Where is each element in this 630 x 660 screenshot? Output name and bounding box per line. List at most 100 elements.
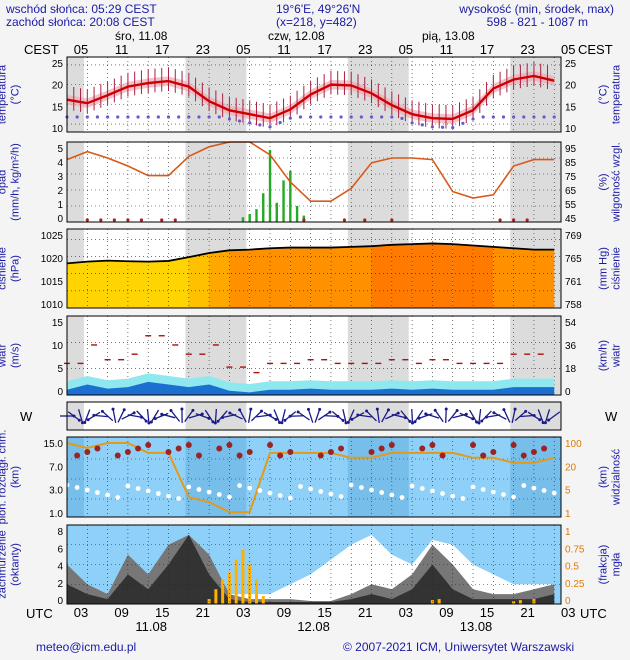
wind-direction-arrowhead — [100, 409, 104, 413]
wind-direction-arrow — [263, 411, 277, 421]
grid — [66, 437, 561, 517]
wind-direction-arrow — [155, 412, 169, 420]
cloud-base-marker — [338, 494, 344, 499]
dew-point-point — [481, 115, 485, 119]
cloud-top-marker — [530, 449, 537, 455]
panel-background — [67, 402, 561, 430]
dew-point-point — [501, 115, 506, 119]
humidity-line — [66, 141, 555, 202]
wind-direction-arrowhead — [274, 418, 278, 421]
top-hour-label: 11 — [115, 42, 129, 57]
wind-direction-arrowhead — [341, 418, 345, 422]
top-hour-label: 23 — [358, 42, 372, 57]
dew-point-point — [298, 115, 303, 119]
wind-direction-arrowhead — [153, 417, 157, 421]
cloud-top-marker — [74, 452, 81, 459]
wind-direction-arrow — [411, 408, 414, 424]
cloud-base-marker — [237, 483, 242, 488]
tick-label: 7.0 — [49, 462, 63, 473]
fog-bar — [254, 579, 258, 604]
precipitation-marker — [498, 218, 502, 222]
dew-point-point — [237, 119, 242, 123]
wind-direction-arrowhead — [160, 412, 164, 416]
tick-label: 3 — [57, 172, 63, 183]
wind-speed-area — [67, 381, 555, 395]
cloud-base-marker — [399, 495, 405, 500]
left-axis-title: wiatr — [0, 344, 9, 369]
tick-label: 54 — [565, 318, 577, 329]
top-hour-label: 17 — [480, 42, 494, 57]
tick-label: 15 — [52, 318, 64, 329]
right-axis-title: (frakcja) — [598, 545, 610, 585]
wind-direction-arrowhead — [543, 421, 547, 425]
wind-direction-arrowhead — [541, 421, 545, 425]
dew-point-point — [258, 123, 262, 127]
wind-direction-arrow — [150, 409, 160, 423]
cloud-top-marker — [135, 445, 142, 452]
night-band — [510, 142, 561, 222]
wind-direction-arrowhead — [455, 409, 459, 413]
cloud-top-marker — [145, 442, 152, 448]
wind-direction-arrow — [520, 414, 535, 418]
right-axis-title: (km/h) — [598, 340, 610, 371]
wind-direction-arrow — [381, 409, 390, 423]
cloud-base-marker — [196, 487, 202, 492]
night-band — [185, 142, 247, 222]
wind-direction-arrow — [239, 409, 247, 423]
wind-direction-arrow — [184, 409, 194, 423]
precipitation-marker — [342, 218, 347, 222]
tick-label: 15 — [52, 102, 64, 113]
dew-point-point — [461, 121, 465, 125]
wind-direction-arrowhead — [278, 420, 282, 424]
dew-point-point — [309, 115, 313, 119]
cloud-top-marker — [216, 445, 223, 452]
wind-direction-arrowhead — [144, 419, 148, 423]
cloud-top-marker — [368, 449, 375, 455]
tick-label: 85 — [565, 158, 577, 169]
wind-direction-arrow — [544, 409, 551, 423]
wind-direction-arrow — [425, 413, 440, 419]
panel-frame — [66, 524, 562, 605]
cloud-top-marker — [429, 442, 436, 448]
wind-direction-arrowhead — [122, 408, 126, 412]
precipitation-bar — [248, 214, 251, 222]
wind-direction-arrowhead — [444, 407, 448, 411]
cloud-base-marker — [257, 488, 263, 493]
wind-direction-arrow — [331, 411, 344, 421]
footer-email[interactable]: meteo@icm.edu.pl — [36, 640, 137, 654]
precipitation-bar — [262, 193, 265, 222]
dew-point-point — [278, 120, 282, 125]
wind-direction-arrowhead — [410, 421, 414, 425]
tick-label: 8 — [57, 527, 63, 538]
fog-bar — [261, 596, 265, 604]
dew-point-point — [410, 121, 414, 125]
wind-direction-arrow — [323, 414, 338, 418]
wind-direction-arrowhead — [280, 421, 284, 425]
tick-label: 0.75 — [565, 544, 585, 555]
cloud-top-marker — [267, 442, 274, 448]
wind-direction-arrow — [273, 409, 281, 423]
cloud-base-marker — [490, 489, 496, 495]
wind-direction-arrow — [376, 408, 380, 424]
tick-label: 55 — [565, 200, 577, 211]
sunset-text: zachód słońca: 20:08 CEST — [6, 15, 155, 29]
wind-direction-arrowhead — [83, 421, 87, 425]
cloud-base-marker — [369, 487, 374, 493]
left-axis-title: (°C) — [10, 85, 22, 105]
pressure-fill — [493, 246, 514, 308]
fog-bar — [227, 572, 231, 604]
cloud-top-marker — [287, 449, 294, 455]
dew-point-point — [552, 115, 556, 119]
dew-point-point — [390, 115, 394, 119]
bottom-date-axis: 11.08 12.08 13.08 — [135, 619, 492, 634]
left-axis-title: opad — [0, 170, 9, 194]
cloud-base-marker — [318, 489, 324, 494]
tick-label: 36 — [565, 341, 577, 352]
precipitation-marker — [512, 218, 516, 222]
night-band — [67, 437, 84, 517]
cloud-base-marker — [176, 496, 182, 501]
bottom-hour-axis: 03 09 15 21 03 09 15 21 03 09 15 21 03 — [74, 605, 576, 620]
tick-label: 10 — [565, 124, 577, 135]
tick-label: 25 — [565, 59, 577, 70]
